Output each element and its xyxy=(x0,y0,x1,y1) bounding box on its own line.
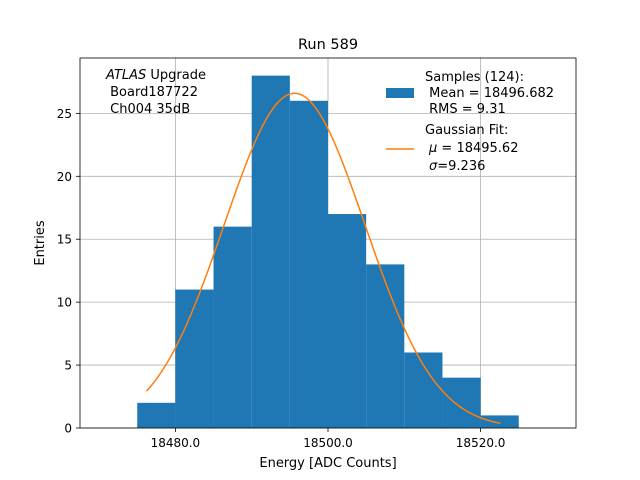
histogram-bar xyxy=(137,402,176,428)
histogram-bar xyxy=(480,415,519,428)
sigma-symbol: σ xyxy=(429,159,438,174)
atlas-label: ATLAS xyxy=(105,68,146,83)
histogram-bar xyxy=(289,100,328,428)
legend-fit-line1: Gaussian Fit: xyxy=(425,123,508,138)
chart-title: Run 589 xyxy=(298,37,358,53)
upgrade-label: Upgrade xyxy=(146,68,206,83)
legend-samples-line3: RMS = 9.31 xyxy=(425,102,506,117)
gaussian-fit-curve xyxy=(145,92,501,425)
histogram-bar xyxy=(328,214,367,428)
legend-fit-sigma: σ=9.236 xyxy=(429,159,485,174)
x-axis-label: Energy [ADC Counts] xyxy=(259,456,396,471)
histogram-bars xyxy=(137,75,519,428)
y-axis-label: Entries xyxy=(33,220,48,266)
x-axis-ticks: 18480.0 18500.0 18520.0 xyxy=(151,428,506,450)
histogram-bar xyxy=(251,75,290,428)
y-axis-ticks: 0 5 10 15 20 25 xyxy=(57,107,80,436)
legend-samples-line2: Mean = 18496.682 xyxy=(425,86,554,101)
atlas-annotation-line2: Board187722 xyxy=(106,85,198,100)
x-tick-label: 18520.0 xyxy=(456,436,506,450)
x-tick-label: 18500.0 xyxy=(303,436,353,450)
mu-value: = 18495.62 xyxy=(437,141,518,156)
x-tick-label: 18480.0 xyxy=(151,436,201,450)
y-tick-label: 5 xyxy=(64,359,72,373)
histogram-bar xyxy=(175,289,214,428)
histogram-bar xyxy=(442,377,481,428)
atlas-annotation-line1: ATLAS Upgrade xyxy=(105,68,206,83)
sigma-value: =9.236 xyxy=(437,159,485,174)
atlas-annotation-line3: Ch004 35dB xyxy=(106,102,190,117)
legend: Samples (124): Mean = 18496.682 RMS = 9.… xyxy=(386,70,554,174)
y-tick-label: 10 xyxy=(57,296,72,310)
histogram-bar xyxy=(213,226,252,428)
y-tick-label: 25 xyxy=(57,107,72,121)
histogram-bar xyxy=(366,264,405,428)
legend-samples-line1: Samples (124): xyxy=(425,70,524,85)
y-tick-label: 15 xyxy=(57,233,72,247)
y-tick-label: 0 xyxy=(64,422,72,436)
legend-fit-mu: μ = 18495.62 xyxy=(428,141,518,156)
y-tick-label: 20 xyxy=(57,170,72,184)
mu-symbol: μ xyxy=(428,141,437,156)
legend-samples-swatch xyxy=(386,88,414,98)
